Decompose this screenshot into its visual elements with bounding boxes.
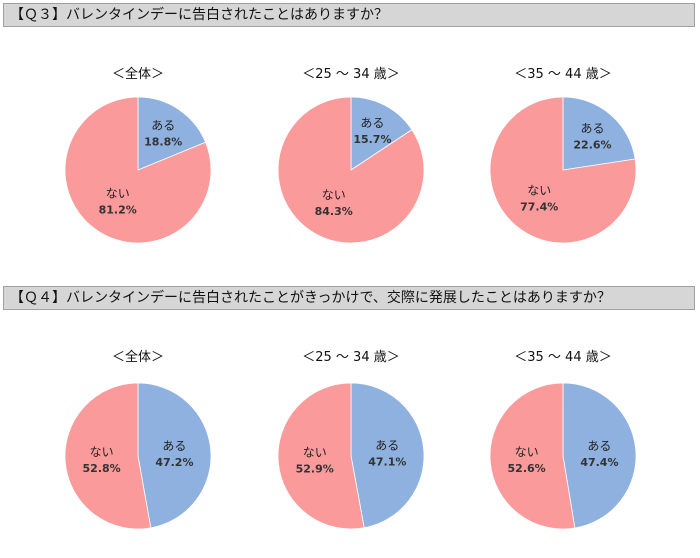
chart-title-q4-25-34: ＜25 ～ 34 歳＞ — [302, 350, 400, 365]
chart-title-q3-35-44: ＜35 ～ 44 歳＞ — [514, 67, 612, 82]
pie-value-nai: 52.6% — [508, 462, 546, 475]
chart-title-q3-25-34: ＜25 ～ 34 歳＞ — [302, 67, 400, 82]
pie-slice-aru — [137, 96, 207, 171]
pie-label-aru: ある — [151, 118, 175, 132]
pie-chart-q4-35-44: ある 47.4% ない 52.6% — [489, 382, 637, 530]
pie-value-nai: 81.2% — [99, 203, 137, 216]
pie-slice-nai — [489, 96, 637, 244]
pie-label-nai: ない — [106, 186, 130, 200]
pie-chart-q3-25-34: ある 15.7% ない 84.3% — [277, 96, 425, 244]
pie-label-nai: ない — [515, 445, 539, 459]
q3-header: 【Ｑ３】バレンタインデーに告白されたことはありますか？ — [3, 3, 695, 27]
chart-title-q4-35-44: ＜35 ～ 44 歳＞ — [514, 350, 612, 365]
pie-value-nai: 52.8% — [83, 462, 121, 475]
pie-label-nai: ない — [303, 445, 327, 459]
pie-slice-nai — [489, 382, 576, 530]
pie-value-aru: 47.2% — [155, 456, 193, 469]
pie-label-aru: ある — [162, 439, 186, 453]
pie-value-nai: 77.4% — [520, 201, 558, 214]
pie-chart-q4-all: ある 47.2% ない 52.8% — [64, 382, 212, 530]
pie-slice-nai — [64, 382, 152, 530]
pie-chart-q3-35-44: ある 22.6% ない 77.4% — [489, 96, 637, 244]
pie-slice-aru — [350, 96, 413, 171]
pie-value-aru: 47.1% — [368, 456, 406, 469]
pie-slice-aru — [562, 382, 637, 529]
pie-value-aru: 47.4% — [580, 456, 618, 469]
pie-label-nai: ない — [322, 188, 346, 202]
pie-slice-aru — [562, 96, 636, 171]
pie-label-nai: ない — [527, 184, 551, 198]
pie-value-nai: 84.3% — [315, 205, 353, 218]
pie-chart-q3-all: ある 18.8% ない 81.2% — [64, 96, 212, 244]
pie-value-aru: 15.7% — [353, 133, 391, 146]
pie-value-nai: 52.9% — [296, 462, 334, 475]
pie-value-aru: 22.6% — [573, 139, 611, 152]
pie-slice-nai — [277, 96, 425, 244]
pie-value-aru: 18.8% — [144, 135, 182, 148]
pie-label-nai: ない — [90, 445, 114, 459]
pie-slice-aru — [350, 382, 425, 529]
pie-slice-nai — [277, 382, 365, 530]
pie-label-aru: ある — [580, 122, 604, 136]
chart-title-q4-all: ＜全体＞ — [111, 350, 164, 365]
pie-slice-nai — [64, 96, 212, 244]
chart-title-q3-all: ＜全体＞ — [111, 67, 164, 82]
pie-chart-q4-25-34: ある 47.1% ない 52.9% — [277, 382, 425, 530]
q4-header: 【Ｑ４】バレンタインデーに告白されたことがきっかけで、交際に発展したことはありま… — [3, 286, 695, 310]
pie-label-aru: ある — [587, 439, 611, 453]
pie-label-aru: ある — [375, 439, 399, 453]
pie-slice-aru — [137, 382, 212, 529]
pie-label-aru: ある — [360, 116, 384, 130]
